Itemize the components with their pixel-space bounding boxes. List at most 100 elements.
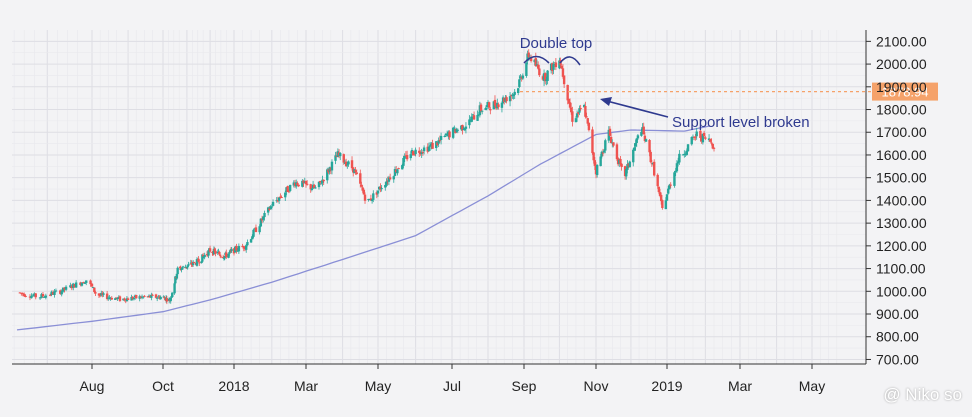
candle-body	[38, 297, 42, 299]
candle-body	[43, 296, 46, 298]
x-tick-label: Oct	[152, 378, 174, 394]
candle-body	[635, 138, 638, 143]
candle-body	[263, 212, 266, 218]
x-tick-label: Mar	[294, 378, 318, 394]
candle-body	[200, 261, 203, 264]
y-tick-label: 1800.00	[876, 102, 927, 118]
candle-body	[702, 132, 706, 137]
candle-body	[271, 201, 275, 206]
candle-body	[493, 99, 497, 106]
x-tick-label: Jul	[443, 378, 461, 394]
candle-body	[191, 261, 195, 266]
candle-body	[411, 151, 415, 156]
candle-body	[471, 114, 475, 116]
candle-body	[686, 144, 690, 152]
x-tick-label: May	[365, 378, 391, 394]
candle-body	[684, 153, 687, 155]
candle-body	[287, 191, 291, 193]
candle-body	[350, 160, 354, 169]
candle-body	[487, 102, 491, 108]
candle-body	[667, 188, 670, 194]
candle-body	[268, 208, 271, 210]
candle-body	[586, 118, 589, 124]
candle-body	[497, 104, 500, 108]
candle-body	[50, 291, 53, 295]
candle-body	[309, 184, 312, 190]
candle-body	[513, 91, 516, 95]
candle-body	[207, 250, 210, 256]
candle-body	[534, 58, 538, 67]
candle-body	[228, 252, 231, 254]
candle-body	[579, 108, 582, 110]
candle-body	[296, 182, 299, 186]
candle-body	[175, 273, 179, 279]
candle-body	[363, 194, 367, 201]
candle-body	[600, 151, 604, 157]
candle-body	[178, 267, 182, 269]
candle-body	[237, 246, 241, 252]
candle-body	[221, 256, 225, 258]
candle-body	[648, 139, 651, 153]
candle-body	[214, 250, 217, 254]
candle-body	[225, 252, 228, 258]
candle-body	[392, 176, 395, 180]
candle-body	[615, 144, 619, 160]
candle-body	[344, 161, 348, 167]
candle-body	[63, 287, 66, 290]
candle-body	[284, 192, 287, 198]
candle-body	[693, 136, 696, 138]
candle-body	[444, 133, 448, 136]
candle-body	[190, 263, 193, 265]
candle-body	[72, 283, 75, 288]
candle-body	[241, 246, 244, 248]
grid	[12, 30, 866, 364]
candle-body	[236, 250, 239, 252]
candle-body	[181, 267, 184, 270]
candle-body	[665, 194, 669, 201]
candle-body	[355, 172, 358, 175]
candle-body	[664, 200, 668, 210]
y-tick-label: 1400.00	[876, 192, 927, 208]
candle-body	[235, 246, 238, 251]
candle-body	[73, 284, 76, 288]
candle-body	[418, 150, 421, 153]
candle-body	[69, 285, 72, 288]
candle-body	[476, 114, 479, 121]
candle-body	[578, 108, 581, 113]
y-tick-label: 1600.00	[876, 147, 927, 163]
candle-body	[443, 135, 446, 137]
candle-body	[426, 146, 429, 152]
candle-body	[413, 154, 416, 156]
candle-body	[470, 116, 473, 122]
candle-body	[619, 158, 622, 164]
candle-body	[198, 262, 201, 264]
candle-body	[562, 75, 566, 85]
candle-body	[330, 161, 334, 171]
candle-body	[213, 249, 216, 251]
candle-body	[608, 128, 612, 136]
moving-average-layer	[16, 125, 711, 331]
candle-body	[21, 293, 24, 295]
candle-body	[118, 296, 122, 301]
y-tick-label: 1100.00	[876, 261, 926, 277]
candle-body	[310, 188, 314, 191]
candle-body	[380, 188, 383, 190]
candle-body	[438, 139, 442, 141]
candle-body	[176, 267, 179, 275]
candle-body	[657, 186, 661, 193]
candle-body	[346, 164, 349, 166]
candle-body	[279, 196, 282, 198]
candle-body	[435, 141, 438, 149]
candle-body	[30, 295, 33, 299]
candle-body	[61, 287, 65, 292]
candle-body	[132, 297, 136, 299]
candle-body	[525, 62, 528, 76]
candle-body	[295, 182, 298, 187]
y-tick-label: 2000.00	[876, 56, 927, 72]
candle-body	[427, 146, 431, 151]
candle-body	[162, 296, 165, 298]
candle-body	[385, 181, 388, 186]
candle-body	[276, 199, 280, 202]
candle-body	[254, 227, 258, 233]
